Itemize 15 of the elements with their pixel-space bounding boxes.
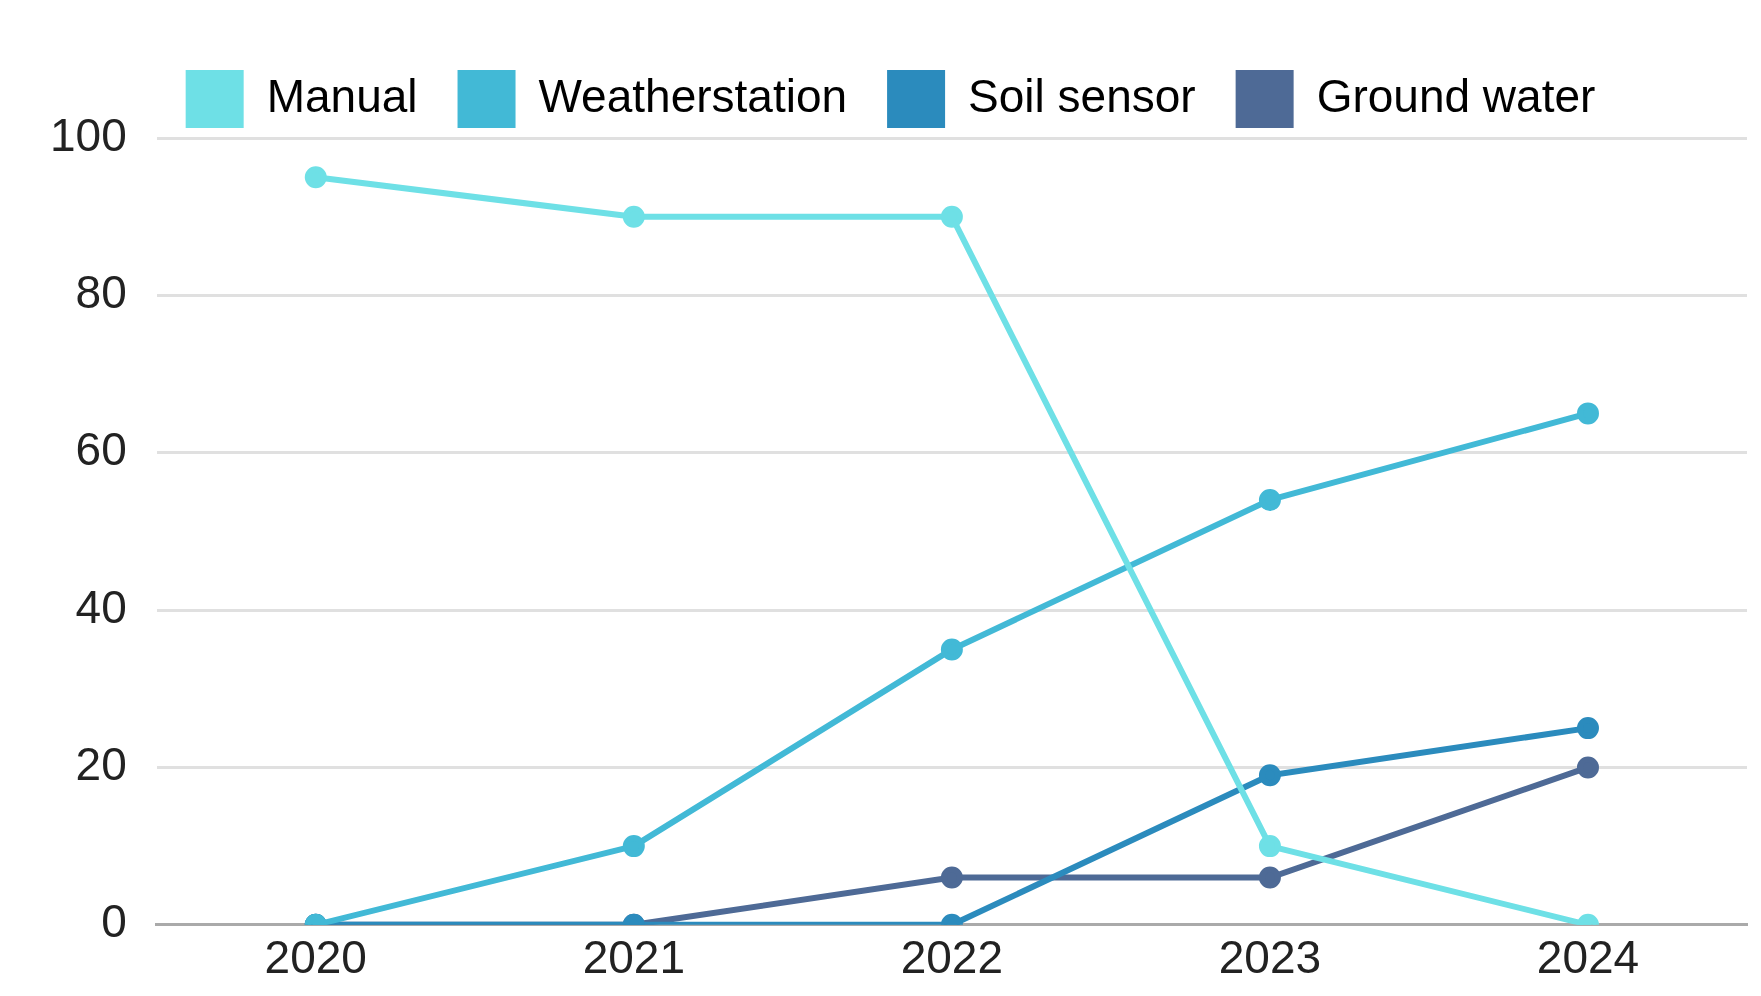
x-tick-label: 2023 bbox=[1218, 931, 1322, 984]
y-tick-label: 40 bbox=[75, 580, 127, 633]
legend-label: Weatherstation bbox=[538, 69, 848, 122]
y-tick-label: 60 bbox=[75, 423, 127, 476]
x-tick-label: 2024 bbox=[1536, 931, 1640, 984]
x-tick-label: 2020 bbox=[264, 931, 367, 984]
x-tick-label: 2021 bbox=[582, 931, 685, 984]
x-tick-label: 2022 bbox=[900, 931, 1004, 984]
y-tick-label: 0 bbox=[101, 895, 127, 948]
y-tick-label: 20 bbox=[75, 738, 127, 791]
legend-label: Manual bbox=[266, 69, 418, 122]
legend-label: Ground water bbox=[1316, 69, 1596, 122]
legend-label: Soil sensor bbox=[968, 69, 1196, 122]
y-tick-label: 100 bbox=[50, 108, 127, 161]
y-tick-label: 80 bbox=[75, 266, 127, 319]
